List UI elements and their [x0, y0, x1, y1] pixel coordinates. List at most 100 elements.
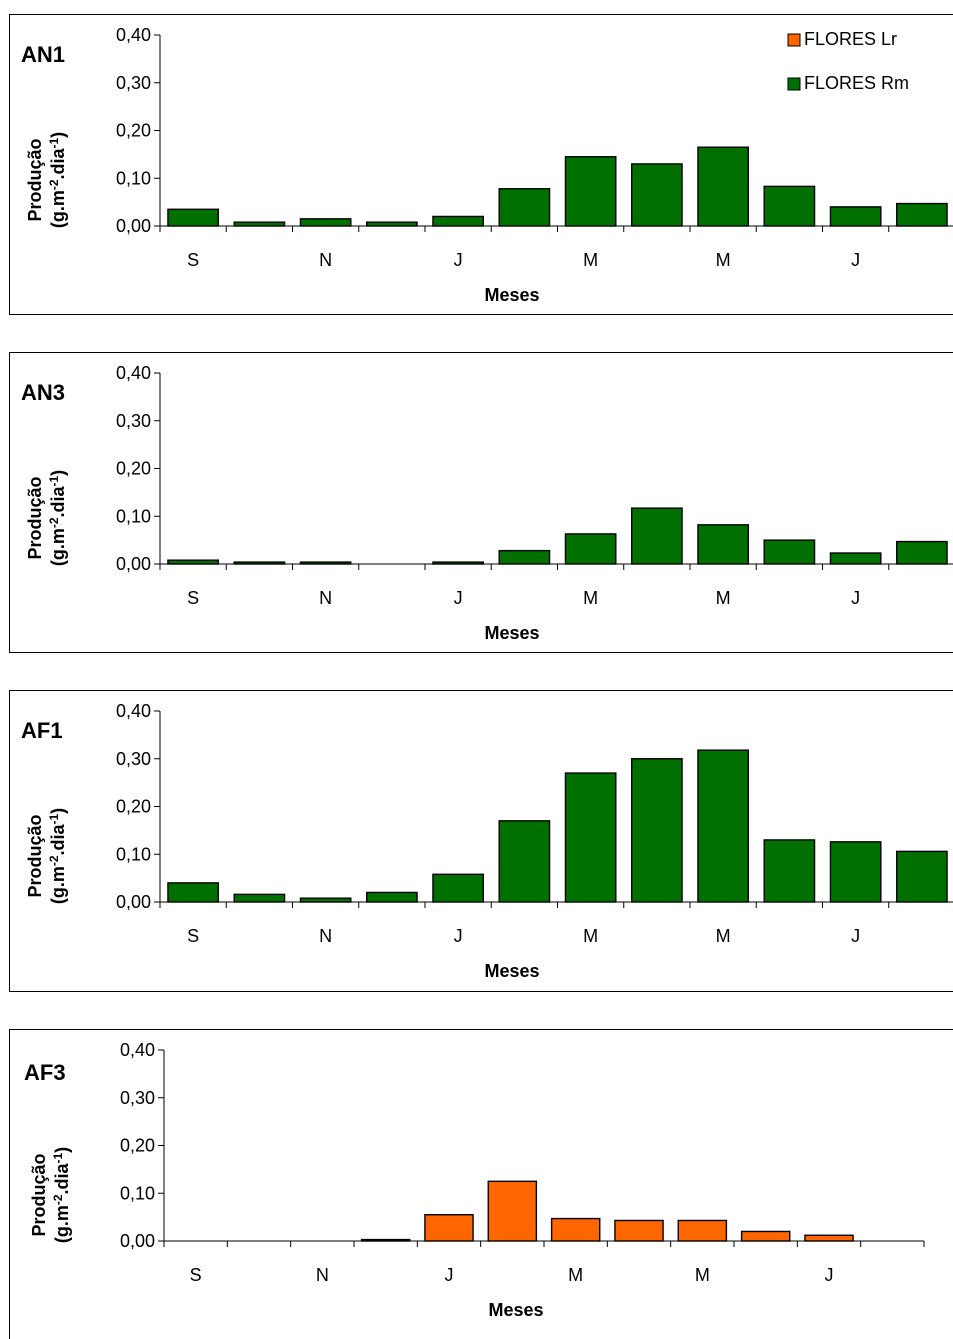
x-tick-label: M [716, 926, 731, 946]
y-tick-label: 0,20 [116, 459, 151, 479]
panel-label: AN3 [21, 380, 65, 405]
panel-label: AF3 [24, 1060, 66, 1085]
legend-label-rm: FLORES Rm [804, 73, 909, 93]
legend-swatch-lr [788, 34, 800, 46]
bar-N [300, 219, 350, 226]
x-tick-label: S [190, 1265, 202, 1285]
bar-M [698, 147, 748, 226]
bar-A [632, 508, 682, 564]
panel-label: AN1 [21, 42, 65, 67]
x-tick-label: M [716, 588, 731, 608]
bar-M [565, 157, 615, 226]
x-tick-label: S [187, 926, 199, 946]
y-tick-label: 0,10 [116, 506, 151, 526]
bar-F [499, 189, 549, 226]
y-tick-label: 0,00 [116, 892, 151, 912]
bar-A [632, 164, 682, 226]
y-tick-label: 0,20 [120, 1136, 155, 1156]
bar-M [565, 773, 615, 902]
x-tick-label: M [695, 1265, 710, 1285]
x-axis-title: Meses [484, 285, 539, 305]
bar-J [433, 874, 483, 902]
x-tick-label: J [445, 1265, 454, 1285]
y-tick-label: 0,10 [116, 844, 151, 864]
bar-M [698, 750, 748, 902]
y-tick-label: 0,30 [116, 73, 151, 93]
x-tick-label: J [851, 588, 860, 608]
x-tick-label: J [454, 250, 463, 270]
bar-F [499, 551, 549, 564]
chart-af3: AF3 Produção (g.m-2.dia-1) 0,000,100,200… [9, 1029, 953, 1339]
x-tick-label: J [851, 250, 860, 270]
bar-J [742, 1231, 790, 1241]
bar-D [367, 222, 417, 226]
x-tick-label: M [583, 588, 598, 608]
y-tick-label: 0,00 [120, 1231, 155, 1251]
y-axis-title-line1: Produção [29, 1153, 49, 1236]
bar-S [168, 560, 218, 564]
panel-label: AF1 [21, 718, 63, 743]
y-tick-label: 0,20 [116, 797, 151, 817]
bar-J [805, 1235, 853, 1241]
x-axis-title: Meses [488, 1300, 543, 1320]
x-tick-label: N [319, 250, 332, 270]
y-tick-label: 0,30 [120, 1088, 155, 1108]
bar-D [367, 892, 417, 902]
x-tick-label: N [316, 1265, 329, 1285]
bar-A [897, 851, 947, 902]
y-tick-label: 0,40 [116, 25, 151, 45]
x-tick-label: N [319, 926, 332, 946]
bar-J [830, 842, 880, 902]
bar-F [499, 821, 549, 902]
chart-af1: AF1 Produção (g.m-2.dia-1) 0,000,100,200… [9, 690, 953, 992]
x-tick-label: N [319, 588, 332, 608]
bar-A [897, 542, 947, 564]
bar-M [565, 534, 615, 564]
bar-J [830, 553, 880, 564]
bar-J [764, 840, 814, 902]
y-tick-label: 0,30 [116, 749, 151, 769]
x-axis-title: Meses [484, 961, 539, 981]
x-axis-title: Meses [484, 623, 539, 643]
x-tick-label: M [568, 1265, 583, 1285]
bar-M [698, 525, 748, 564]
bar-M [552, 1219, 600, 1241]
bar-J [764, 540, 814, 564]
y-tick-label: 0,00 [116, 216, 151, 236]
x-tick-label: J [851, 926, 860, 946]
x-tick-label: M [583, 926, 598, 946]
bar-J [830, 207, 880, 226]
y-tick-label: 0,40 [116, 701, 151, 721]
y-axis-title-line1: Produção [25, 814, 45, 897]
chart-frame [10, 353, 953, 653]
chart-an3: AN3 Produção (g.m-2.dia-1) 0,000,100,200… [9, 352, 953, 653]
y-tick-label: 0,00 [116, 554, 151, 574]
bar-O [234, 894, 284, 902]
y-tick-label: 0,10 [116, 168, 151, 188]
bar-J [433, 216, 483, 226]
legend-label-lr: FLORES Lr [804, 29, 897, 49]
chart-frame [10, 15, 953, 315]
bar-F [488, 1181, 536, 1241]
x-tick-label: J [825, 1265, 834, 1285]
y-axis-title-line1: Produção [25, 138, 45, 221]
y-tick-label: 0,40 [116, 363, 151, 383]
legend-swatch-rm [788, 78, 800, 90]
bar-S [168, 209, 218, 226]
y-tick-label: 0,30 [116, 411, 151, 431]
y-axis-title-line1: Produção [25, 476, 45, 559]
y-tick-label: 0,40 [120, 1040, 155, 1060]
y-tick-label: 0,10 [120, 1183, 155, 1203]
y-tick-label: 0,20 [116, 121, 151, 141]
bar-M [678, 1220, 726, 1241]
bar-O [234, 222, 284, 226]
bar-A [615, 1220, 663, 1241]
bar-A [632, 759, 682, 902]
chart-an1: AN1 Produção (g.m-2.dia-1) 0,000,100,200… [9, 14, 953, 315]
x-tick-label: J [454, 926, 463, 946]
bar-J [764, 186, 814, 226]
